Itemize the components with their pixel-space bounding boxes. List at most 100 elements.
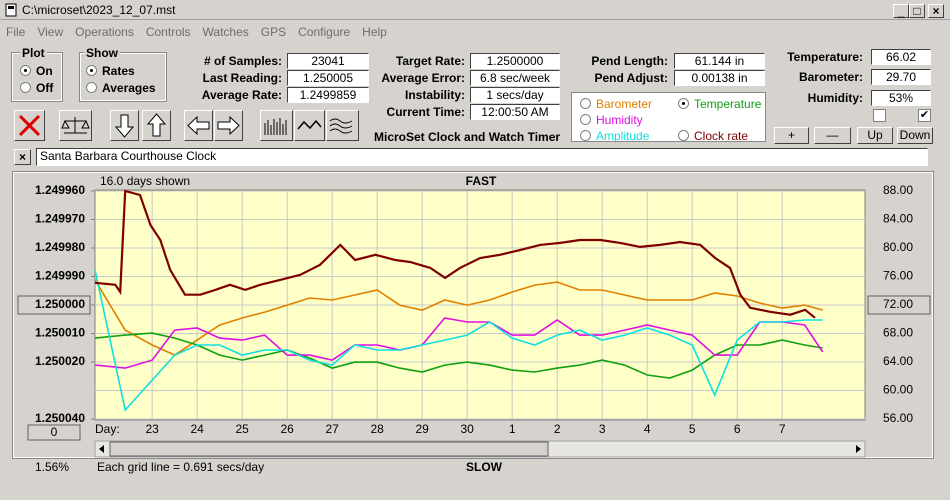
title-bar: C:\microset\2023_12_07.mst — [0, 0, 950, 20]
field-label: Barometer: — [798, 70, 863, 84]
aux-option[interactable]: Clock rate — [678, 129, 748, 143]
multi-line-view-button[interactable] — [326, 110, 359, 141]
menu-item[interactable]: View — [37, 25, 64, 39]
plot-option[interactable]: Off — [20, 81, 53, 95]
line-view-button[interactable] — [294, 110, 325, 141]
scrollbar-thumb[interactable] — [109, 441, 549, 457]
tick-button[interactable] — [17, 295, 91, 315]
field-label: Target Rate: — [395, 54, 465, 68]
checkbox[interactable] — [873, 109, 886, 122]
x-tick-label: 23 — [145, 422, 159, 436]
left-arrow-button[interactable] — [184, 110, 213, 141]
aux-option[interactable]: Amplitude — [580, 129, 649, 143]
radio-button[interactable] — [580, 114, 591, 125]
y2-tick-label: 76.00 — [883, 269, 913, 283]
x-tick-label: 7 — [779, 422, 786, 436]
option-label: Amplitude — [596, 129, 650, 143]
y-tick-label: 1.250000 — [35, 297, 85, 311]
plot-option[interactable]: On — [20, 64, 53, 78]
radio-button[interactable] — [86, 82, 97, 93]
minimize-button[interactable]: _ — [893, 4, 909, 18]
control-button[interactable]: + — [774, 127, 809, 144]
menu-item[interactable]: Controls — [145, 25, 191, 39]
y-tick-label: 1.249990 — [35, 269, 85, 283]
x-tick-label: 5 — [689, 422, 696, 436]
radio-button[interactable] — [20, 82, 31, 93]
menu-item[interactable]: Operations — [75, 25, 134, 39]
field-value[interactable]: 6.8 sec/week — [470, 70, 560, 86]
days-shown: 16.0 days shown — [100, 174, 190, 188]
x-tick-label: 6 — [734, 422, 741, 436]
x-tick-label: 4 — [644, 422, 651, 436]
down-arrow-button[interactable] — [110, 110, 139, 141]
aux-option[interactable]: Temperature — [678, 97, 761, 111]
clock-name-input[interactable]: Santa Barbara Courthouse Clock — [36, 148, 928, 166]
field-value[interactable]: 1.250005 — [287, 70, 369, 86]
x-tick-label: 27 — [325, 422, 339, 436]
field-value[interactable]: 29.70 — [871, 69, 931, 85]
option-label: Rates — [102, 64, 135, 78]
percent-label: 1.56% — [35, 460, 69, 474]
up-arrow-button[interactable] — [142, 110, 171, 141]
app-icon — [5, 3, 17, 17]
field-value[interactable]: 66.02 — [871, 49, 931, 65]
radio-button[interactable] — [580, 98, 591, 109]
field-value[interactable]: 23041 — [287, 53, 369, 69]
aux-option[interactable]: Humidity — [580, 113, 643, 127]
clear-name-button[interactable]: × — [14, 149, 31, 165]
y-tick-label: 1.250040 — [35, 411, 85, 425]
y2-tick-label: 72.00 — [883, 297, 913, 311]
x-axis-label: Day: — [95, 422, 120, 436]
y-tick-label: 1.250010 — [35, 326, 85, 340]
bars-view-button[interactable] — [260, 110, 293, 141]
fast-label: FAST — [466, 174, 497, 188]
y2-tick-label: 64.00 — [883, 354, 913, 368]
field-value[interactable]: 1.2499859 — [287, 87, 369, 103]
menu-item[interactable]: Help — [362, 25, 387, 39]
field-value[interactable]: 12:00:50 AM — [470, 104, 560, 120]
right-arrow-button[interactable] — [214, 110, 243, 141]
field-value[interactable]: 0.00138 in — [674, 70, 765, 86]
radio-button[interactable] — [20, 65, 31, 76]
checkbox[interactable]: ✔ — [918, 109, 931, 122]
series-line — [94, 269, 823, 412]
menu-item[interactable]: Watches — [202, 25, 249, 39]
show-option[interactable]: Rates — [86, 64, 135, 78]
option-label: Clock rate — [694, 129, 749, 143]
tick-button[interactable] — [867, 295, 931, 315]
radio-button[interactable] — [580, 130, 591, 141]
radio-button[interactable] — [86, 65, 97, 76]
balance-button[interactable] — [59, 110, 92, 141]
x-tick-label: 24 — [190, 422, 204, 436]
aux-option[interactable]: Barometer — [580, 97, 652, 111]
scroll-right-arrow[interactable] — [856, 445, 861, 453]
maximize-button[interactable]: □ — [909, 4, 925, 18]
close-button[interactable]: × — [928, 4, 944, 18]
field-value[interactable]: 1.2500000 — [470, 53, 560, 69]
field-label: Temperature: — [787, 50, 863, 64]
field-label: Average Error: — [381, 71, 465, 85]
stop-button[interactable] — [14, 110, 45, 141]
radio-button[interactable] — [678, 130, 689, 141]
control-button[interactable]: — — [814, 127, 851, 144]
field-value[interactable]: 1 secs/day — [470, 87, 560, 103]
control-button[interactable]: Down — [897, 127, 933, 144]
menu-item[interactable]: Configure — [298, 25, 351, 39]
menu-item[interactable]: GPS — [260, 25, 287, 39]
field-label: Humidity: — [807, 91, 863, 105]
show-option[interactable]: Averages — [86, 81, 156, 95]
slow-label: SLOW — [466, 460, 503, 474]
option-label: Averages — [102, 81, 156, 95]
zero-button[interactable] — [27, 424, 81, 441]
field-value[interactable]: 53% — [871, 90, 931, 106]
x-tick-label: 2 — [554, 422, 561, 436]
menu-item[interactable]: File — [6, 25, 26, 39]
x-tick-label: 29 — [415, 422, 429, 436]
y2-tick-label: 84.00 — [883, 212, 913, 226]
radio-button[interactable] — [678, 98, 689, 109]
control-button[interactable]: Up — [857, 127, 893, 144]
scroll-left-arrow[interactable] — [99, 445, 104, 453]
series-line — [94, 189, 816, 319]
field-value[interactable]: 61.144 in — [674, 53, 765, 69]
